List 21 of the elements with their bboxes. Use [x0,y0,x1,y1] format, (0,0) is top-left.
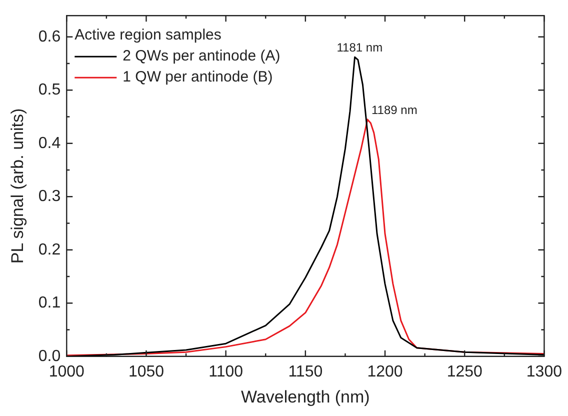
x-tick-label: 1000 [48,363,85,380]
x-tick-label: 1150 [288,363,323,380]
legend-label: 2 QWs per antinode (A) [122,48,280,65]
y-tick-label: 0.1 [38,294,61,312]
y-tick-label: 0.5 [38,82,61,99]
y-tick-label: 0.3 [38,188,61,206]
y-axis-title: PL signal (arb. units) [8,108,27,264]
annotation: 1181 nm [336,40,383,54]
x-tick-label: 1200 [367,363,403,380]
y-tick-label: 0.6 [38,28,61,46]
x-axis-title: Wavelength (nm) [241,387,370,406]
y-tick-label: 0.4 [38,134,61,152]
y-tick-label: 0.0 [38,348,61,365]
annotation: 1189 nm [372,102,418,117]
x-tick-label: 1050 [128,363,164,380]
legend-title: Active region samples [74,26,222,44]
x-tick-label: 1100 [208,363,244,380]
x-tick-label: 1300 [526,363,562,380]
y-tick-label: 0.2 [38,241,61,258]
legend-label: 1 QW per antinode (B) [122,68,273,86]
x-tick-label: 1250 [446,363,483,380]
